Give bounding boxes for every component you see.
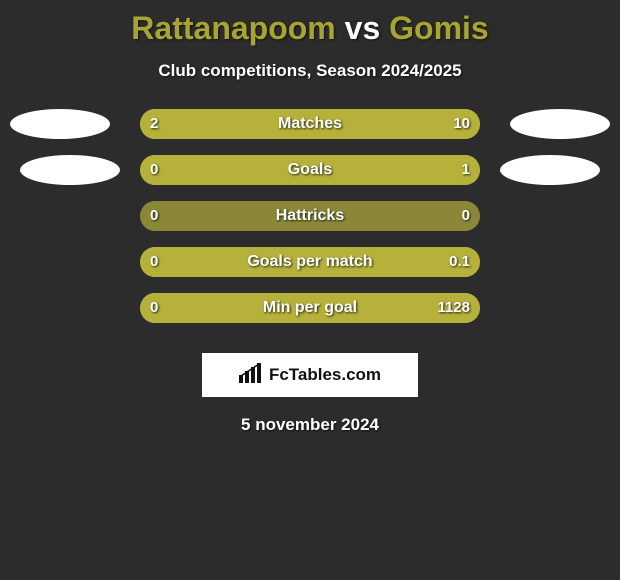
comparison-row: 00Hattricks bbox=[0, 201, 620, 247]
subtitle: Club competitions, Season 2024/2025 bbox=[0, 61, 620, 81]
comparison-row: 210Matches bbox=[0, 109, 620, 155]
comparison-chart: 210Matches01Goals00Hattricks00.1Goals pe… bbox=[0, 109, 620, 339]
title-player-left: Rattanapoom bbox=[131, 10, 335, 46]
bar-chart-icon bbox=[239, 363, 263, 388]
metric-label: Min per goal bbox=[0, 293, 620, 323]
comparison-row: 00.1Goals per match bbox=[0, 247, 620, 293]
metric-label: Matches bbox=[0, 109, 620, 139]
comparison-row: 01128Min per goal bbox=[0, 293, 620, 339]
title-vs: vs bbox=[336, 10, 389, 46]
metric-label: Hattricks bbox=[0, 201, 620, 231]
brand-text: FcTables.com bbox=[269, 365, 381, 385]
comparison-row: 01Goals bbox=[0, 155, 620, 201]
metric-label: Goals per match bbox=[0, 247, 620, 277]
page-title: Rattanapoom vs Gomis bbox=[0, 0, 620, 47]
date-text: 5 november 2024 bbox=[0, 415, 620, 435]
brand-logo: FcTables.com bbox=[202, 353, 418, 397]
metric-label: Goals bbox=[0, 155, 620, 185]
comparison-infographic: Rattanapoom vs Gomis Club competitions, … bbox=[0, 0, 620, 580]
title-player-right: Gomis bbox=[389, 10, 489, 46]
